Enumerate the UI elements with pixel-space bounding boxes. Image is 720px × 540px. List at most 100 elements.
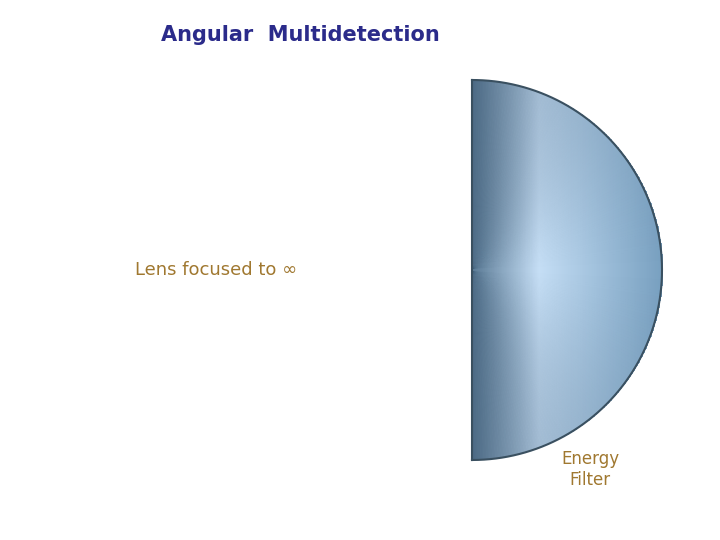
Wedge shape (472, 270, 484, 460)
Wedge shape (472, 270, 591, 420)
Wedge shape (472, 85, 516, 270)
Wedge shape (472, 270, 490, 460)
Wedge shape (472, 270, 487, 460)
Wedge shape (472, 270, 586, 424)
Wedge shape (472, 91, 539, 270)
Wedge shape (472, 270, 556, 442)
Wedge shape (472, 171, 636, 270)
Wedge shape (472, 270, 645, 351)
Wedge shape (472, 270, 611, 402)
Wedge shape (472, 270, 598, 415)
Wedge shape (472, 270, 508, 457)
Wedge shape (472, 270, 569, 435)
Wedge shape (472, 270, 600, 413)
Wedge shape (472, 186, 644, 270)
Wedge shape (472, 270, 525, 453)
Wedge shape (472, 104, 566, 270)
Wedge shape (472, 111, 579, 270)
Wedge shape (472, 270, 595, 416)
Wedge shape (472, 270, 579, 429)
Wedge shape (472, 108, 574, 270)
Wedge shape (472, 270, 632, 374)
Wedge shape (472, 270, 519, 455)
Wedge shape (472, 270, 636, 369)
Wedge shape (472, 151, 622, 270)
Wedge shape (472, 105, 569, 270)
Wedge shape (472, 189, 645, 270)
Wedge shape (472, 80, 487, 270)
Wedge shape (472, 158, 627, 270)
Text: Angular  Multidetection: Angular Multidetection (161, 25, 439, 45)
Wedge shape (472, 270, 542, 448)
Wedge shape (472, 270, 613, 400)
Wedge shape (472, 270, 558, 441)
Wedge shape (472, 270, 481, 460)
Wedge shape (472, 116, 586, 270)
Wedge shape (472, 133, 606, 270)
Wedge shape (472, 86, 522, 270)
Wedge shape (472, 113, 581, 270)
Wedge shape (472, 83, 508, 270)
Wedge shape (472, 130, 602, 270)
Wedge shape (472, 127, 600, 270)
Wedge shape (472, 138, 611, 270)
Wedge shape (472, 82, 499, 270)
Wedge shape (472, 270, 629, 379)
Wedge shape (472, 270, 502, 458)
Wedge shape (472, 98, 556, 270)
Wedge shape (472, 270, 634, 372)
Wedge shape (472, 270, 604, 408)
Wedge shape (472, 270, 639, 364)
Wedge shape (472, 81, 493, 270)
Wedge shape (472, 270, 618, 394)
Wedge shape (472, 161, 629, 270)
Wedge shape (472, 80, 484, 270)
Wedge shape (472, 142, 615, 270)
Wedge shape (472, 270, 571, 434)
Wedge shape (472, 83, 510, 270)
Wedge shape (472, 270, 643, 356)
Text: Lens focused to ∞: Lens focused to ∞ (135, 261, 297, 279)
Wedge shape (472, 85, 519, 270)
Wedge shape (472, 270, 574, 432)
Wedge shape (472, 270, 616, 396)
Wedge shape (472, 144, 616, 270)
Wedge shape (472, 146, 618, 270)
Wedge shape (472, 80, 481, 270)
Wedge shape (472, 178, 640, 270)
Wedge shape (472, 270, 608, 404)
Wedge shape (472, 99, 558, 270)
Wedge shape (472, 270, 622, 389)
Text: Energy
Filter: Energy Filter (562, 450, 619, 489)
Wedge shape (472, 184, 643, 270)
Wedge shape (472, 96, 550, 270)
Wedge shape (472, 176, 639, 270)
Wedge shape (472, 84, 513, 270)
Wedge shape (472, 270, 505, 458)
Wedge shape (472, 270, 522, 454)
Wedge shape (472, 270, 593, 418)
Wedge shape (472, 181, 642, 270)
Wedge shape (472, 270, 588, 422)
Wedge shape (472, 114, 584, 270)
Wedge shape (472, 270, 553, 443)
Wedge shape (472, 270, 493, 459)
Wedge shape (472, 97, 553, 270)
Wedge shape (472, 122, 593, 270)
Wedge shape (472, 93, 545, 270)
Wedge shape (472, 156, 626, 270)
Wedge shape (472, 81, 496, 270)
Wedge shape (472, 270, 531, 451)
Wedge shape (472, 270, 547, 446)
Wedge shape (472, 110, 576, 270)
Wedge shape (472, 166, 632, 270)
Wedge shape (472, 270, 496, 459)
Wedge shape (472, 163, 631, 270)
Wedge shape (472, 270, 550, 444)
Wedge shape (472, 168, 634, 270)
Wedge shape (472, 173, 637, 270)
Wedge shape (472, 89, 531, 270)
Wedge shape (472, 270, 516, 455)
Wedge shape (472, 270, 561, 440)
Wedge shape (472, 270, 545, 447)
